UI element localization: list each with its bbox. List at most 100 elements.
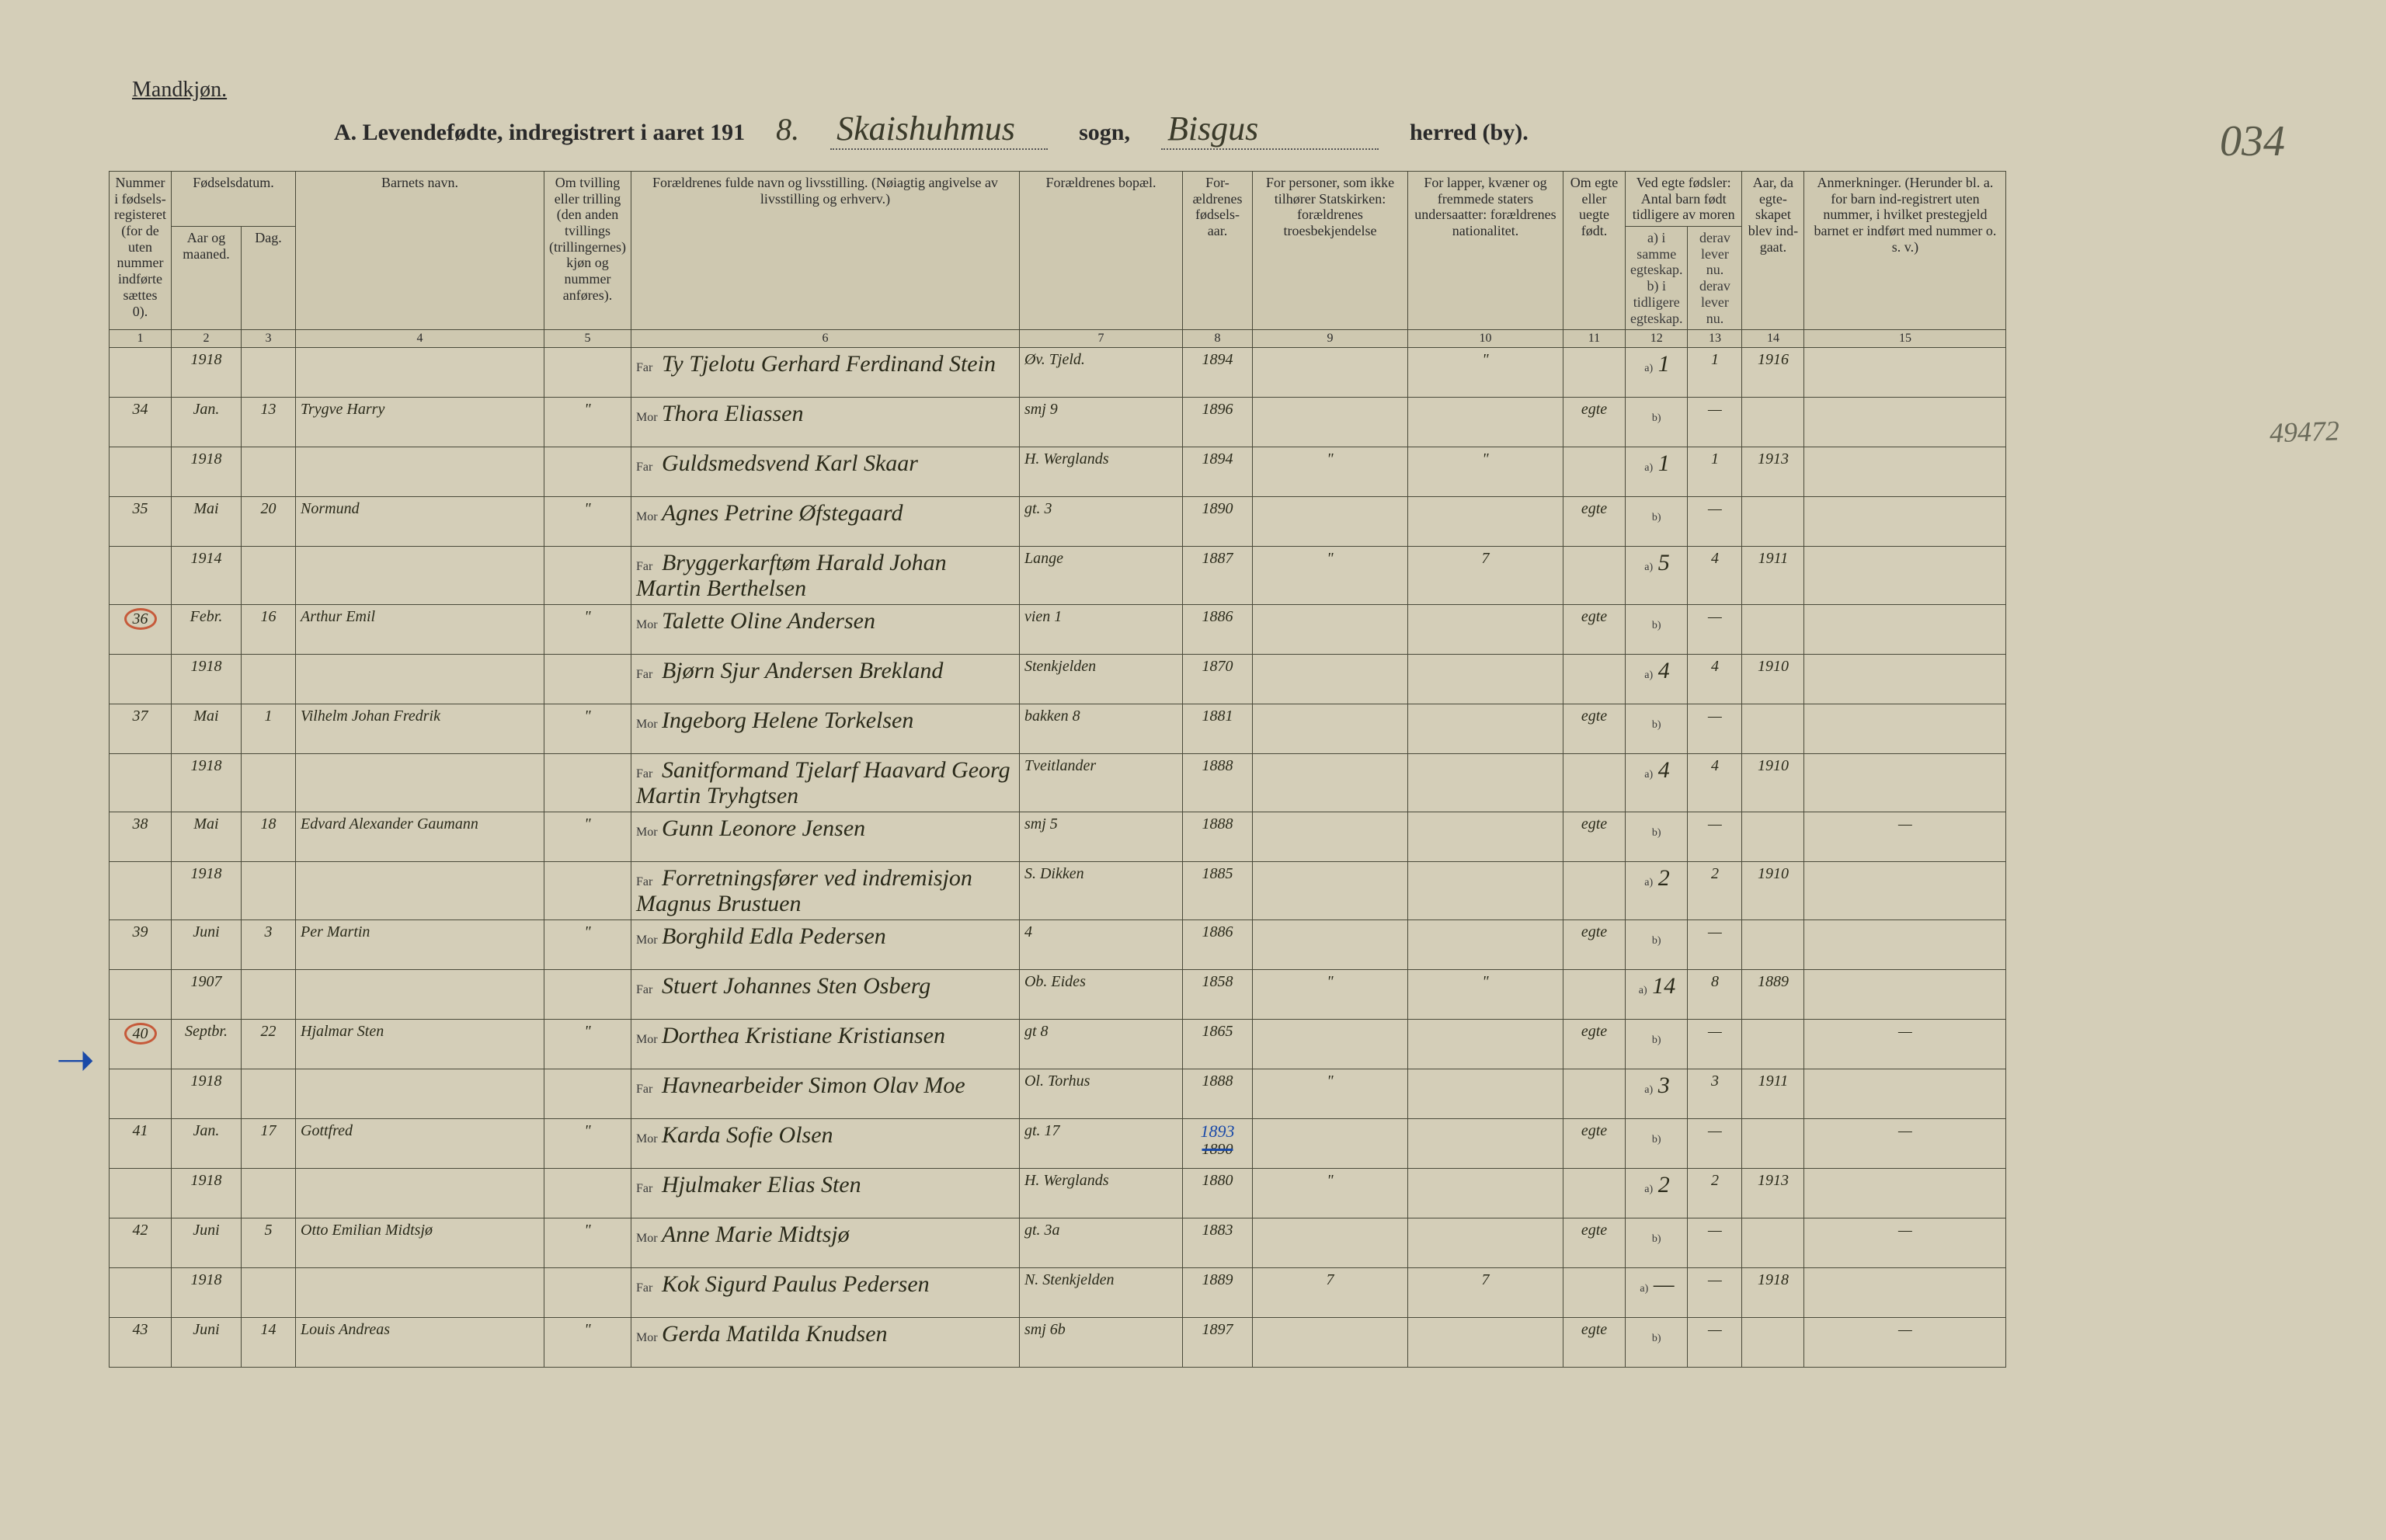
colnum: 8	[1182, 330, 1252, 348]
cell-alive: 2	[1688, 862, 1742, 920]
cell-nationality	[1407, 754, 1563, 812]
cell-empty	[1742, 1020, 1804, 1069]
cell-residence-f: Ol. Torhus	[1019, 1069, 1182, 1119]
cell-empty	[1563, 1268, 1625, 1318]
cell-remarks	[1804, 920, 2006, 970]
cell-father-year: 1870	[1182, 655, 1252, 704]
cell-mother: Mor Talette Oline Andersen	[631, 605, 1019, 655]
cell-father-year: 1888	[1182, 1069, 1252, 1119]
cell-year: 1918	[172, 348, 242, 398]
cell-month: Jan.	[172, 398, 242, 447]
cell-empty	[1407, 497, 1563, 547]
cell-number: 36	[110, 605, 172, 655]
head-prevchildren: Ved egte fødsler: Antal barn født tidlig…	[1625, 172, 1741, 227]
cell-father: Far Sanitformand Tjelarf Haavard Georg M…	[631, 754, 1019, 812]
cell-empty	[110, 447, 172, 497]
cell-mother: Mor Karda Sofie Olsen	[631, 1119, 1019, 1169]
cell-twin: "	[544, 812, 631, 862]
cell-empty	[1252, 1020, 1407, 1069]
cell-count-a: a) 2	[1625, 862, 1687, 920]
cell-father: Far Hjulmaker Elias Sten	[631, 1169, 1019, 1218]
cell-count-b: b)	[1625, 1218, 1687, 1268]
cell-day: 1	[242, 704, 296, 754]
cell-mother: Mor Borghild Edla Pedersen	[631, 920, 1019, 970]
cell-marriage-year: 1910	[1742, 655, 1804, 704]
cell-empty	[1804, 655, 2006, 704]
blue-arrow-annotation: ➝	[56, 1033, 95, 1087]
cell-residence-f: Lange	[1019, 547, 1182, 605]
herred-value: Bisgus	[1161, 109, 1379, 150]
cell-child-name: Otto Emilian Midtsjø	[296, 1218, 544, 1268]
cell-mother-year: 1897	[1182, 1318, 1252, 1368]
cell-empty	[544, 862, 631, 920]
cell-count-a: a) 1	[1625, 348, 1687, 398]
cell-marriage-year: 1910	[1742, 862, 1804, 920]
cell-empty	[1742, 497, 1804, 547]
cell-residence-m: vien 1	[1019, 605, 1182, 655]
head-twin: Om tvilling eller trilling (den anden tv…	[544, 172, 631, 330]
cell-child-name: Gottfred	[296, 1119, 544, 1169]
cell-marriage-year: 1913	[1742, 1169, 1804, 1218]
colnum: 4	[296, 330, 544, 348]
cell-mother-year: 1888	[1182, 812, 1252, 862]
cell-religion: "	[1252, 547, 1407, 605]
cell-father: Far Bjørn Sjur Andersen Brekland	[631, 655, 1019, 704]
entry-row-mother: 38Mai18Edvard Alexander Gaumann"Mor Gunn…	[110, 812, 2006, 862]
cell-remarks: —	[1804, 1119, 2006, 1169]
cell-remarks: —	[1804, 1020, 2006, 1069]
entry-row-father: 1918Far Forretningsfører ved indremisjon…	[110, 862, 2006, 920]
cell-empty	[296, 1069, 544, 1119]
cell-empty	[1252, 1218, 1407, 1268]
cell-count-b: b)	[1625, 1318, 1687, 1368]
entry-row-mother: 42Juni5Otto Emilian Midtsjø"Mor Anne Mar…	[110, 1218, 2006, 1268]
cell-empty	[296, 754, 544, 812]
sogn-label: sogn,	[1079, 120, 1130, 146]
cell-residence-f: H. Werglands	[1019, 447, 1182, 497]
cell-month: Juni	[172, 1318, 242, 1368]
cell-religion	[1252, 754, 1407, 812]
cell-empty	[1804, 1069, 2006, 1119]
cell-alive: 8	[1688, 970, 1742, 1020]
cell-alive-b: —	[1688, 1020, 1742, 1069]
cell-legit: egte	[1563, 920, 1625, 970]
cell-empty	[242, 754, 296, 812]
cell-count-a: a) 4	[1625, 655, 1687, 704]
cell-empty	[242, 1169, 296, 1218]
entry-row-father: 1918 Far Sanitformand Tjelarf Haavard Geo…	[110, 754, 2006, 812]
cell-legit: egte	[1563, 1218, 1625, 1268]
cell-residence-f: Ob. Eides	[1019, 970, 1182, 1020]
cell-month: Septbr.	[172, 1020, 242, 1069]
cell-count-a: a) 1	[1625, 447, 1687, 497]
head-parent-year: For-ældrenes fødsels-aar.	[1182, 172, 1252, 330]
cell-father-year: 1885	[1182, 862, 1252, 920]
head-count-a: a) i samme egteskap.b) i tidligere egtes…	[1625, 227, 1687, 330]
head-religion: For personer, som ikke tilhører Statskir…	[1252, 172, 1407, 330]
cell-empty	[1563, 1069, 1625, 1119]
cell-child-name: Per Martin	[296, 920, 544, 970]
entry-row-mother: 37Mai1Vilhelm Johan Fredrik"Mor Ingeborg…	[110, 704, 2006, 754]
cell-father-year: 1889	[1182, 1268, 1252, 1318]
cell-residence-m: smj 5	[1019, 812, 1182, 862]
cell-empty	[110, 1268, 172, 1318]
cell-remarks: —	[1804, 812, 2006, 862]
cell-empty	[110, 1069, 172, 1119]
cell-year: 1918	[172, 754, 242, 812]
cell-empty	[544, 447, 631, 497]
cell-mother-year: 1886	[1182, 605, 1252, 655]
cell-empty	[110, 970, 172, 1020]
cell-marriage-year: 1916	[1742, 348, 1804, 398]
cell-year: 1914	[172, 547, 242, 605]
cell-year: 1918	[172, 1069, 242, 1119]
cell-twin: "	[544, 920, 631, 970]
cell-month: Mai	[172, 497, 242, 547]
cell-empty	[242, 1268, 296, 1318]
cell-child-name: Arthur Emil	[296, 605, 544, 655]
cell-legit: egte	[1563, 1119, 1625, 1169]
cell-count-b: b)	[1625, 920, 1687, 970]
cell-empty	[296, 862, 544, 920]
entry-row-mother: 36Febr.16Arthur Emil"Mor Talette Oline A…	[110, 605, 2006, 655]
cell-day: 5	[242, 1218, 296, 1268]
cell-remarks	[1804, 704, 2006, 754]
colnum: 12	[1625, 330, 1687, 348]
entry-row-mother: 39Juni3Per Martin"Mor Borghild Edla Pede…	[110, 920, 2006, 970]
